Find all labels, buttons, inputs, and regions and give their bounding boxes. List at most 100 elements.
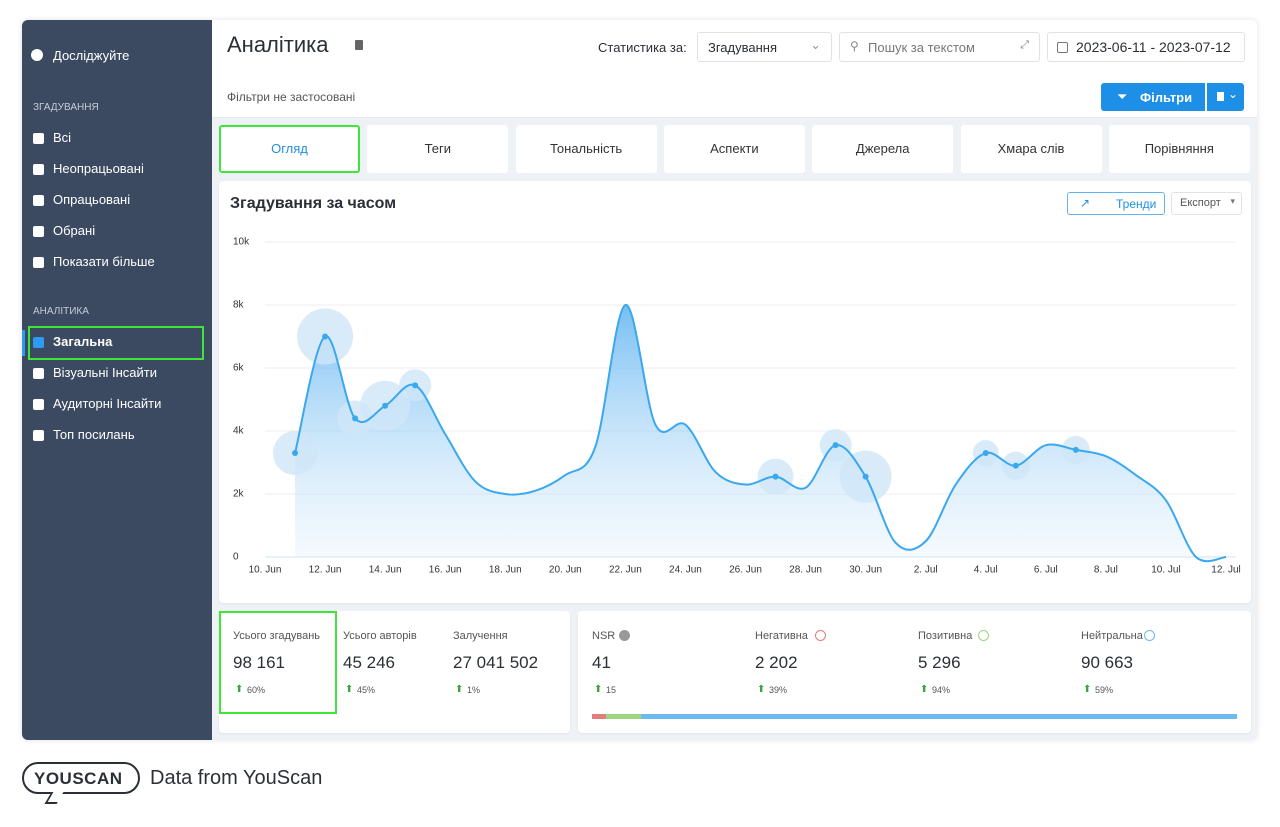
x-tick-label: 10. Jun	[249, 565, 282, 576]
trends-label: Тренди	[1116, 197, 1157, 211]
header: Аналітика Статистика за: Згадування ⌄ ⚲ …	[212, 20, 1257, 76]
area	[295, 304, 1226, 562]
highlight-box	[28, 326, 204, 360]
filter-bar: Фільтри не застосовані ⏷ Фільтри ⌄	[212, 75, 1257, 118]
chart-title: Згадування за часом	[230, 195, 397, 212]
stat-value: 27 041 502	[453, 653, 539, 672]
bookmark-icon	[1217, 92, 1224, 101]
nav-link[interactable]: Неопрацьовані	[53, 161, 144, 176]
line	[294, 303, 1227, 563]
stat-icon	[978, 630, 989, 641]
chevron: ⌄	[1228, 87, 1239, 101]
nav-link[interactable]: Аудиторні Інсайти	[53, 396, 162, 411]
x-tick-label: 14. Jun	[369, 565, 402, 576]
nav-link[interactable]: Показати більше	[53, 254, 155, 269]
nav-icon	[33, 337, 44, 348]
nav-icon	[33, 399, 44, 410]
explore-link[interactable]: Досліджуйте	[53, 48, 130, 63]
doc-icon[interactable]	[355, 40, 363, 50]
sentiment-card: NSR 41 ⬆ 15 Негативна 2 202 ⬆ 39% Позитивна 5 296…	[578, 611, 1251, 733]
section-title: ЗГАДУВАННЯ	[33, 102, 99, 113]
chevron: ⌄	[810, 37, 821, 52]
x-tick-label: 22. Jun	[609, 565, 642, 576]
nav-icon	[33, 133, 44, 144]
calendar-icon	[1057, 42, 1068, 53]
nav-icon	[33, 368, 44, 379]
stat-label: NSR	[592, 630, 616, 642]
page-title: Аналітика	[227, 32, 329, 57]
tab-label: Порівняння	[1144, 141, 1214, 156]
stat-change: 60%	[247, 685, 266, 695]
nav-icon	[33, 226, 44, 237]
y-tick-label: 2k	[233, 489, 245, 500]
search-placeholder: Пошук за текстом	[868, 40, 975, 55]
stat-label: Усього згадувань	[233, 630, 321, 642]
nav-link[interactable]: Загальна	[53, 334, 113, 349]
stat-change: 39%	[769, 685, 788, 695]
y-tick-label: 0	[233, 552, 239, 563]
x-tick-label: 28. Jun	[789, 565, 822, 576]
point	[862, 473, 869, 480]
up-arrow: ⬆	[455, 684, 464, 695]
stat-label: Залучення	[453, 630, 508, 642]
nav-link[interactable]: Обрані	[53, 223, 96, 238]
stat-label: Статистика за:	[598, 40, 687, 55]
x-tick-label: 20. Jun	[549, 565, 582, 576]
export-label: Експорт	[1180, 197, 1221, 209]
tab[interactable]: Хмара слів	[960, 125, 1102, 173]
section-title: АНАЛІТИКА	[33, 306, 89, 317]
sidebar: Досліджуйте ЗГАДУВАННЯ Всі Неопрацьовані Опр…	[22, 20, 212, 740]
chevron: ▾	[1230, 196, 1235, 206]
stat-label: Нейтральна	[1081, 630, 1143, 642]
highlight-box	[219, 611, 337, 714]
point	[382, 402, 389, 409]
date-picker[interactable]: 2023-06-11 - 2023-07-12	[1047, 32, 1245, 62]
sentiment-bar-segment	[592, 714, 607, 719]
stat-value: 45 246	[343, 653, 395, 672]
tab[interactable]: Тональність	[515, 125, 657, 173]
nav-link[interactable]: Всі	[53, 130, 72, 145]
tab-label: Теги	[424, 141, 452, 156]
search-box[interactable]: ⚲ Пошук за текстом ⤢	[839, 32, 1040, 62]
filter-status: Фільтри не застосовані	[227, 90, 356, 104]
y-tick-label: 4k	[233, 426, 245, 437]
stat-select[interactable]: Згадування ⌄	[697, 32, 832, 62]
logo-text: YOUSCAN	[34, 769, 123, 788]
tab[interactable]: Порівняння	[1108, 125, 1250, 173]
filters-button[interactable]: ⏷ Фільтри	[1101, 83, 1205, 111]
stat-icon	[1144, 630, 1155, 641]
nav-link[interactable]: Візуальні Інсайти	[53, 365, 157, 380]
x-tick-label: 30. Jun	[849, 565, 882, 576]
stat-value: 41	[592, 653, 611, 672]
tab-label: Хмара слів	[997, 141, 1065, 156]
stat-label: Негативна	[755, 630, 808, 642]
sentiment-bar-segment	[641, 714, 1237, 719]
trend-icon: ↗	[1080, 196, 1091, 210]
filter-icon: ⏷	[1117, 89, 1128, 104]
tab[interactable]: Джерела	[812, 125, 954, 173]
stat-change: 59%	[1095, 685, 1114, 695]
x-tick-label: 10. Jul	[1151, 565, 1180, 576]
point	[1072, 446, 1079, 453]
export-button[interactable]: Експорт ▾	[1171, 192, 1242, 215]
stat-icon	[619, 630, 630, 641]
trends-button[interactable]: ↗ Тренди	[1067, 192, 1165, 215]
point	[772, 473, 779, 480]
tab[interactable]: Аспекти	[663, 125, 805, 173]
saved-filters-button[interactable]: ⌄	[1207, 83, 1244, 111]
totals-card: Усього згадувань 98 161 ⬆ 60% Усього авторів…	[219, 611, 570, 733]
x-tick-label: 12. Jun	[309, 565, 342, 576]
tab-label: Джерела	[855, 141, 910, 156]
nav-link[interactable]: Топ посилань	[53, 427, 135, 442]
x-tick-label: 12. Jul	[1211, 565, 1240, 576]
y-tick-label: 8k	[233, 300, 245, 311]
stat-change: 45%	[357, 685, 376, 695]
tab[interactable]: Огляд	[219, 125, 360, 173]
nav-link[interactable]: Опрацьовані	[53, 192, 131, 207]
x-tick-label: 16. Jun	[429, 565, 462, 576]
tab[interactable]: Теги	[367, 125, 509, 173]
explore-icon	[31, 49, 43, 61]
up-arrow: ⬆	[235, 684, 244, 695]
point	[322, 333, 329, 340]
